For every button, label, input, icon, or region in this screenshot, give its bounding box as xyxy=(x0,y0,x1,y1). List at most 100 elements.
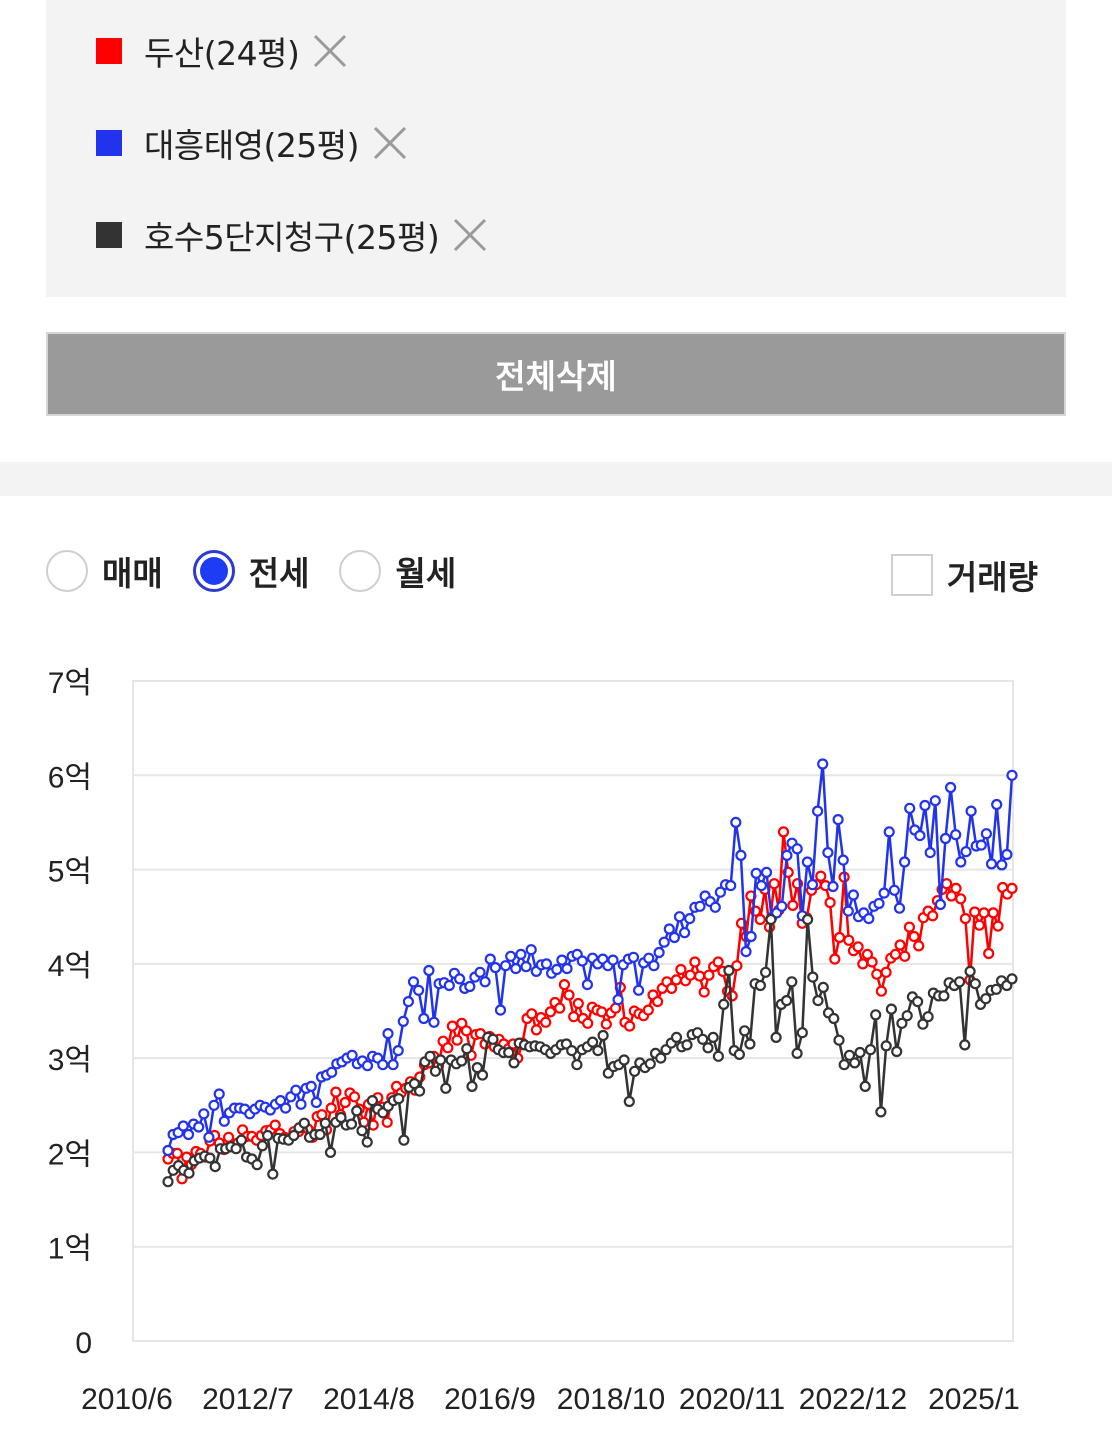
data-point xyxy=(361,1060,374,1072)
data-point xyxy=(992,920,1004,932)
x-tick-label: 2025/1 xyxy=(928,1383,1020,1416)
data-point xyxy=(796,1027,808,1039)
data-point xyxy=(642,1004,654,1016)
data-point xyxy=(428,1016,440,1028)
data-point xyxy=(833,1034,845,1046)
data-point xyxy=(644,1058,656,1070)
data-point xyxy=(670,1031,683,1043)
data-point xyxy=(326,1066,338,1078)
data-point xyxy=(870,1009,882,1021)
data-point xyxy=(787,899,799,911)
data-point xyxy=(446,1020,458,1032)
data-point xyxy=(487,1033,499,1045)
radio-circle-sale[interactable] xyxy=(46,550,88,592)
data-point xyxy=(576,955,588,967)
data-point xyxy=(896,1017,908,1029)
data-point xyxy=(655,1052,667,1064)
radio-circle-jeonse[interactable] xyxy=(192,550,235,592)
data-point xyxy=(319,1117,331,1129)
data-point xyxy=(456,1055,468,1067)
data-point xyxy=(213,1088,225,1100)
data-point xyxy=(888,884,901,896)
data-point xyxy=(833,931,846,944)
radio-sale[interactable]: 매매 xyxy=(46,547,163,595)
data-point xyxy=(908,930,920,943)
data-point xyxy=(791,843,803,855)
data-point xyxy=(288,1129,300,1142)
y-tick-label: 7억 xyxy=(48,667,92,700)
data-point xyxy=(561,963,573,975)
radio-label-sale: 매매 xyxy=(102,554,163,593)
data-point xyxy=(859,1080,871,1092)
data-point xyxy=(540,1016,552,1028)
data-point xyxy=(815,870,827,882)
data-point xyxy=(413,984,425,996)
data-point xyxy=(460,1025,472,1037)
data-point xyxy=(382,1028,394,1040)
price-chart: 0 1억 2억 3억 4억 5억 6억 7억 2010/6 2012/7 2014/8 2016/9 2… xyxy=(0,640,1112,1450)
data-point xyxy=(980,828,993,840)
data-point xyxy=(563,989,575,1001)
data-point xyxy=(885,1003,898,1015)
data-point xyxy=(393,1093,405,1105)
data-point xyxy=(592,1045,604,1057)
data-point xyxy=(889,948,902,960)
delete-all-button[interactable]: 전체삭제 xyxy=(46,332,1066,416)
data-point xyxy=(251,1159,263,1171)
volume-checkbox[interactable] xyxy=(890,554,933,596)
data-point xyxy=(875,985,888,997)
data-point xyxy=(274,1095,287,1107)
data-point xyxy=(894,939,906,951)
data-point xyxy=(381,1116,393,1128)
data-point xyxy=(424,1050,436,1062)
data-point xyxy=(898,856,911,868)
data-point xyxy=(387,1059,399,1071)
radio-monthly[interactable]: 월세 xyxy=(339,547,456,595)
data-point xyxy=(402,996,414,1008)
volume-toggle[interactable]: 거래량 xyxy=(890,551,1038,599)
data-point xyxy=(508,1057,520,1069)
data-point xyxy=(777,826,790,838)
data-point xyxy=(875,1106,887,1118)
data-point xyxy=(744,1038,756,1050)
data-point xyxy=(786,976,798,988)
data-point xyxy=(663,923,675,935)
data-point xyxy=(712,956,724,968)
data-point xyxy=(586,1036,599,1048)
data-point xyxy=(978,907,990,919)
data-point xyxy=(429,1065,441,1077)
data-point xyxy=(842,905,854,917)
close-icon[interactable] xyxy=(371,124,409,162)
data-point xyxy=(866,956,878,968)
data-point xyxy=(929,795,941,807)
legend-swatch-1 xyxy=(96,38,122,64)
data-point xyxy=(770,1031,782,1043)
radio-circle-monthly[interactable] xyxy=(339,550,382,592)
legend-label-3: 호수5단지청구(25평) xyxy=(144,218,440,257)
data-point xyxy=(843,1049,856,1061)
data-point xyxy=(267,1168,279,1180)
data-point xyxy=(262,1129,274,1142)
data-point xyxy=(754,913,766,926)
data-point xyxy=(801,856,814,868)
data-point xyxy=(863,913,875,925)
data-point xyxy=(919,799,931,812)
close-icon[interactable] xyxy=(451,216,489,254)
data-point xyxy=(397,1015,409,1027)
close-icon[interactable] xyxy=(311,32,349,70)
data-point xyxy=(726,990,738,1002)
radio-jeonse[interactable]: 전세 xyxy=(192,547,309,595)
data-point xyxy=(904,802,916,814)
data-point xyxy=(556,954,568,966)
data-point xyxy=(408,1078,420,1090)
data-point xyxy=(959,913,972,925)
data-point xyxy=(934,898,947,911)
data-point xyxy=(955,893,967,905)
data-point xyxy=(955,856,967,868)
data-point xyxy=(880,966,892,978)
data-point xyxy=(298,1117,310,1129)
data-point xyxy=(765,913,777,926)
data-point xyxy=(466,1080,478,1092)
data-point xyxy=(985,858,998,870)
data-point xyxy=(709,901,721,913)
